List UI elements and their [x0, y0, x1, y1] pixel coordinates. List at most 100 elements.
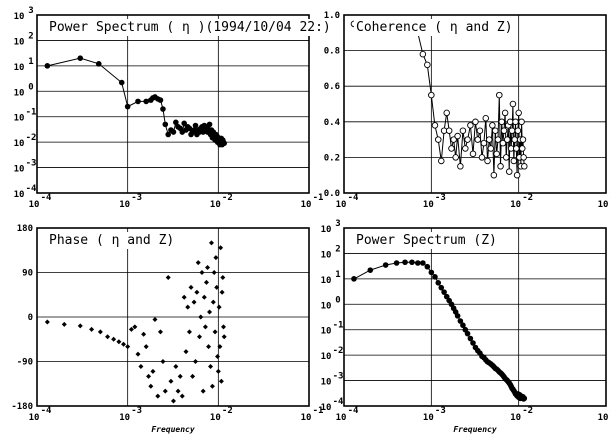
x-tick-label: 10: [598, 200, 609, 210]
data-point: [173, 119, 179, 126]
y-tick-label: 10: [321, 352, 332, 362]
data-point: [454, 132, 461, 140]
data-point: [160, 359, 166, 364]
panel-ps_z: 10310210110010-110-210-310-410-410-310-2…: [321, 219, 611, 434]
y-tick-label: 10: [14, 114, 25, 124]
y-tick-exponent: 1: [335, 270, 340, 280]
data-point: [138, 363, 144, 369]
data-point: [219, 289, 225, 295]
data-point: [205, 265, 211, 271]
data-point: [438, 284, 445, 291]
data-point: [484, 157, 491, 165]
data-point: [521, 163, 528, 170]
data-point: [409, 259, 415, 266]
data-point: [424, 61, 431, 69]
data-point: [428, 91, 435, 99]
y-tick-label: 0: [28, 313, 33, 323]
y-tick-label: 0.8: [324, 47, 340, 57]
x-tick-label: 10: [336, 200, 347, 210]
data-point: [464, 136, 471, 143]
data-point: [177, 373, 183, 379]
data-point: [143, 98, 149, 105]
data-point: [367, 267, 374, 273]
data-point: [77, 323, 83, 329]
data-point: [221, 140, 227, 147]
data-point: [188, 284, 194, 290]
data-point: [148, 383, 154, 389]
data-point: [206, 121, 213, 128]
y-tick-label: 0.2: [324, 153, 340, 163]
data-point: [474, 136, 481, 143]
x-tick-label: 10: [423, 413, 434, 423]
data-point: [201, 294, 207, 300]
data-point: [478, 154, 486, 161]
y-tick-exponent: 2: [335, 244, 340, 254]
y-tick-label: 10: [14, 37, 25, 47]
y-tick-label: 10: [14, 190, 25, 200]
x-tick-exponent: -4: [348, 406, 359, 416]
data-point: [195, 260, 201, 266]
x-tick-label: 10: [301, 413, 312, 423]
y-tick-exponent: 1: [28, 57, 33, 67]
data-point: [197, 334, 203, 340]
x-tick-label: 10: [119, 200, 130, 210]
data-point: [181, 120, 187, 127]
y-tick-exponent: -2: [26, 133, 37, 143]
plot-frame: [343, 14, 607, 194]
y-tick-label: 10: [14, 165, 25, 175]
data-point: [467, 122, 474, 129]
data-point: [512, 118, 519, 126]
data-point: [168, 378, 174, 384]
data-point: [218, 245, 224, 251]
y-tick-exponent: -1: [26, 108, 37, 118]
data-point: [208, 240, 214, 246]
y-tick-exponent: 0: [335, 295, 340, 305]
data-point: [469, 150, 477, 158]
x-tick-label: 10: [29, 413, 40, 423]
data-point: [500, 127, 508, 134]
data-point: [220, 324, 226, 330]
y-tick-label: 10: [321, 403, 332, 413]
data-point: [141, 331, 147, 337]
data-point: [218, 378, 224, 384]
x-tick-exponent: -1: [313, 193, 324, 203]
y-tick-exponent: -3: [26, 159, 37, 169]
data-point: [135, 98, 141, 105]
data-point: [438, 157, 445, 165]
data-point: [220, 274, 226, 280]
y-tick-label: 10: [14, 139, 25, 149]
y-tick-exponent: -4: [333, 397, 344, 407]
x-tick-exponent: -2: [222, 406, 233, 416]
data-point: [211, 270, 217, 275]
panel-coherence: 1.00.80.60.40.20.010-410-310-210-1Cohere…: [324, 11, 611, 210]
data-point: [198, 314, 204, 320]
data-point: [457, 163, 464, 170]
data-point: [424, 263, 431, 270]
y-tick-label: 10: [321, 327, 332, 337]
data-point: [202, 324, 208, 330]
x-tick-exponent: -3: [131, 406, 142, 416]
plot-frame: [36, 227, 310, 407]
data-point: [487, 145, 495, 152]
y-tick-label: -180: [11, 402, 33, 412]
data-point: [208, 363, 214, 369]
data-point: [132, 324, 138, 330]
y-tick-label: 10: [321, 250, 332, 260]
data-point: [146, 373, 152, 379]
data-point: [150, 368, 156, 374]
data-point: [186, 329, 192, 335]
chart-title: Phase ( η and Z): [49, 233, 174, 248]
x-tick-label: 10: [598, 413, 609, 423]
y-tick-label: 10: [14, 88, 25, 98]
title-background: [47, 19, 333, 36]
data-point: [518, 118, 525, 126]
data-point: [498, 118, 505, 126]
chart-title: Coherence ( η and Z): [356, 20, 513, 35]
data-point: [125, 344, 131, 350]
data-point: [509, 100, 517, 108]
data-point: [490, 171, 498, 179]
data-point: [432, 274, 438, 280]
y-tick-label: 0.0: [324, 189, 340, 199]
y-tick-label: 10: [321, 301, 332, 311]
data-point: [492, 127, 499, 134]
